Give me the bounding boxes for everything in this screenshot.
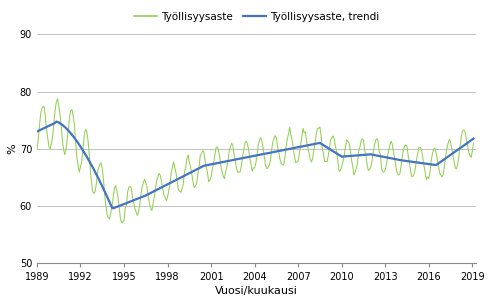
X-axis label: Vuosi/kuukausi: Vuosi/kuukausi (215, 286, 298, 296)
Y-axis label: %: % (7, 143, 17, 154)
Legend: Työllisyysaste, Työllisyysaste, trendi: Työllisyysaste, Työllisyysaste, trendi (129, 8, 383, 26)
